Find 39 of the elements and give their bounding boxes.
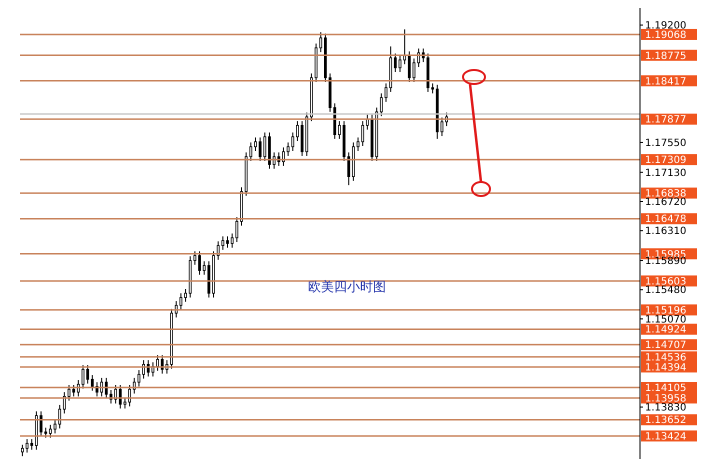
y-tick-label: 1.15070 xyxy=(645,314,686,326)
candlestick xyxy=(90,374,94,392)
ref-line-label: 1.17309 xyxy=(645,155,686,166)
ref-line-label: 1.14536 xyxy=(645,352,686,364)
candlestick xyxy=(384,82,388,102)
ref-line-label: 1.14924 xyxy=(645,324,686,336)
candlestick xyxy=(398,55,402,73)
y-tick-label: 1.15890 xyxy=(645,256,686,268)
ref-line-label: 1.15196 xyxy=(645,305,686,316)
ref-line-label: 1.14707 xyxy=(645,340,686,352)
ref-line-label: 1.16478 xyxy=(645,214,686,226)
ref-line-label: 1.14394 xyxy=(645,362,686,374)
candlestick xyxy=(380,92,383,117)
candlestick xyxy=(226,236,229,248)
ref-line-label: 1.19068 xyxy=(645,30,686,41)
candlestick xyxy=(72,384,76,397)
ref-line-label: 1.13652 xyxy=(645,415,686,426)
candlestick xyxy=(202,260,206,276)
ref-line-label: 1.17877 xyxy=(645,114,686,126)
ref-line-label: 1.18417 xyxy=(645,76,686,88)
candlestick xyxy=(44,427,48,438)
candlestick xyxy=(221,236,224,250)
candlestick xyxy=(156,354,159,372)
annotation: 欧美四小时图 xyxy=(308,279,386,296)
y-tick-label: 1.16310 xyxy=(645,226,686,238)
candlestick xyxy=(30,438,34,450)
candlestick xyxy=(263,132,266,162)
y-tick-label: 1.17130 xyxy=(645,168,686,179)
y-tick-label: 1.17550 xyxy=(645,138,686,149)
candlestick xyxy=(230,233,234,248)
candlestick xyxy=(82,364,84,390)
y-tick-label: 1.15480 xyxy=(645,285,686,296)
ref-line-label: 1.13958 xyxy=(645,393,686,404)
ref-line-label: 1.18775 xyxy=(645,50,686,62)
y-tick-label: 1.19200 xyxy=(645,20,686,32)
y-tick-label: 1.16720 xyxy=(645,197,686,208)
y-tick-label: 1.13830 xyxy=(645,402,686,414)
ref-line-label: 1.14105 xyxy=(645,383,686,394)
ref-line-label: 1.13424 xyxy=(645,431,686,442)
